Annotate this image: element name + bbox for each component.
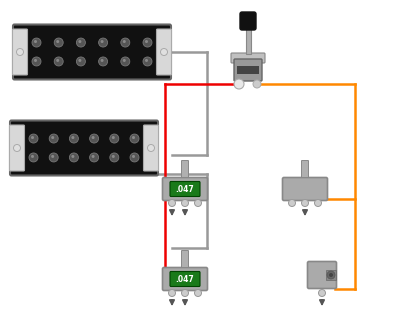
Bar <box>237 66 259 74</box>
Bar <box>246 26 250 54</box>
FancyBboxPatch shape <box>162 177 208 200</box>
Circle shape <box>49 134 58 143</box>
Circle shape <box>182 199 188 206</box>
FancyBboxPatch shape <box>182 250 188 267</box>
Circle shape <box>168 199 176 206</box>
Circle shape <box>143 38 152 47</box>
FancyBboxPatch shape <box>170 181 200 196</box>
Bar <box>326 270 336 280</box>
Circle shape <box>92 155 94 158</box>
Circle shape <box>31 155 34 158</box>
Circle shape <box>31 136 34 139</box>
Circle shape <box>72 155 74 158</box>
Circle shape <box>101 40 104 43</box>
Circle shape <box>234 79 244 89</box>
Circle shape <box>56 59 59 62</box>
FancyBboxPatch shape <box>156 29 172 75</box>
FancyBboxPatch shape <box>231 53 265 63</box>
Circle shape <box>34 59 37 62</box>
Circle shape <box>329 273 333 277</box>
Circle shape <box>70 134 78 143</box>
Circle shape <box>288 199 296 206</box>
Circle shape <box>253 80 261 88</box>
Circle shape <box>49 153 58 162</box>
Text: .047: .047 <box>176 184 194 193</box>
Circle shape <box>54 38 63 47</box>
Text: .047: .047 <box>176 274 194 283</box>
Circle shape <box>130 153 139 162</box>
Circle shape <box>148 145 154 152</box>
Circle shape <box>123 40 126 43</box>
Circle shape <box>121 57 130 66</box>
FancyBboxPatch shape <box>10 125 24 171</box>
Circle shape <box>318 289 326 296</box>
Circle shape <box>72 136 74 139</box>
Circle shape <box>110 134 119 143</box>
Circle shape <box>32 57 41 66</box>
Circle shape <box>112 155 115 158</box>
FancyBboxPatch shape <box>170 271 200 286</box>
Circle shape <box>302 199 308 206</box>
Circle shape <box>121 38 130 47</box>
Circle shape <box>32 38 41 47</box>
Circle shape <box>78 59 82 62</box>
Circle shape <box>92 136 94 139</box>
FancyBboxPatch shape <box>13 25 171 80</box>
Circle shape <box>101 59 104 62</box>
Circle shape <box>132 155 135 158</box>
Circle shape <box>130 134 139 143</box>
Circle shape <box>76 38 86 47</box>
FancyBboxPatch shape <box>282 177 328 200</box>
Circle shape <box>76 57 86 66</box>
Circle shape <box>34 40 37 43</box>
Circle shape <box>160 49 168 56</box>
FancyBboxPatch shape <box>182 161 188 177</box>
Circle shape <box>29 134 38 143</box>
Circle shape <box>145 40 148 43</box>
Circle shape <box>110 153 119 162</box>
FancyBboxPatch shape <box>162 267 208 290</box>
Circle shape <box>90 134 98 143</box>
Circle shape <box>132 136 135 139</box>
FancyBboxPatch shape <box>308 261 336 288</box>
Circle shape <box>56 40 59 43</box>
FancyBboxPatch shape <box>302 161 308 177</box>
Circle shape <box>90 153 98 162</box>
Circle shape <box>194 199 202 206</box>
FancyBboxPatch shape <box>10 121 158 175</box>
Circle shape <box>143 57 152 66</box>
Circle shape <box>98 57 108 66</box>
Circle shape <box>51 136 54 139</box>
Circle shape <box>327 271 335 279</box>
Circle shape <box>14 145 20 152</box>
FancyBboxPatch shape <box>12 29 28 75</box>
Circle shape <box>112 136 115 139</box>
Circle shape <box>314 199 322 206</box>
Circle shape <box>54 57 63 66</box>
Circle shape <box>78 40 82 43</box>
Circle shape <box>182 289 188 296</box>
FancyBboxPatch shape <box>240 12 256 30</box>
Circle shape <box>168 289 176 296</box>
Circle shape <box>16 49 24 56</box>
FancyBboxPatch shape <box>144 125 158 171</box>
Circle shape <box>29 153 38 162</box>
Circle shape <box>123 59 126 62</box>
Circle shape <box>145 59 148 62</box>
Circle shape <box>98 38 108 47</box>
Circle shape <box>51 155 54 158</box>
Circle shape <box>194 289 202 296</box>
Circle shape <box>70 153 78 162</box>
FancyBboxPatch shape <box>234 59 262 81</box>
